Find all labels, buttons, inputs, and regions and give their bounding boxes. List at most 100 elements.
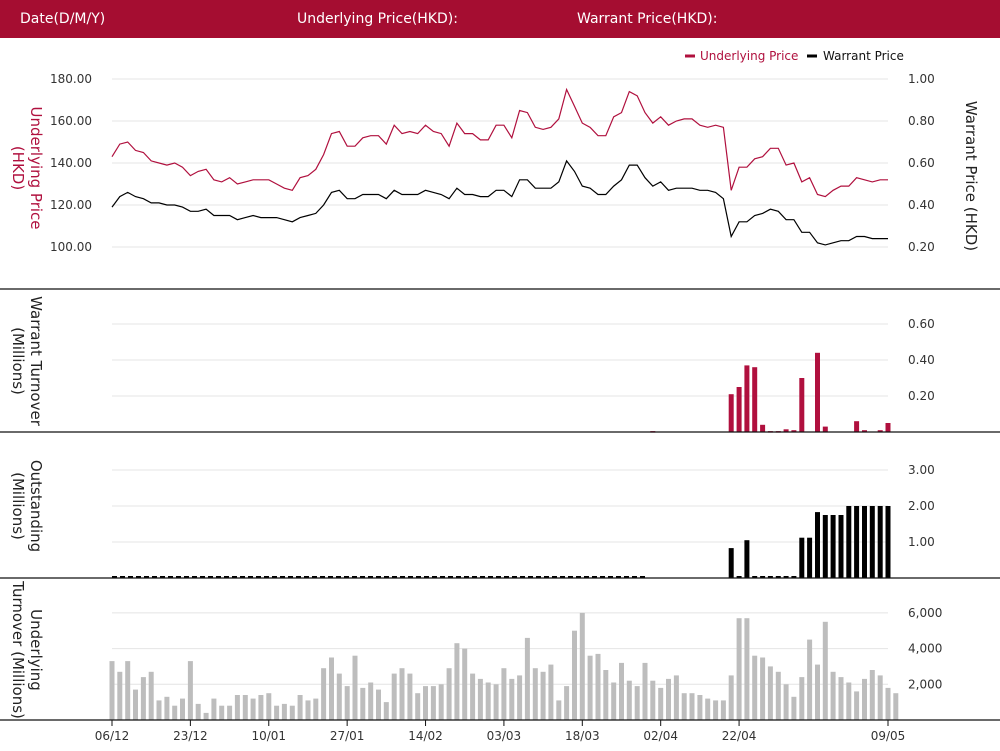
x-tick-label: 10/01 [251, 729, 286, 743]
underlying-turnover-bar [807, 639, 813, 720]
header-bar: Date(D/M/Y) Underlying Price(HKD): Warra… [0, 0, 1000, 38]
x-tick-label: 14/02 [408, 729, 443, 743]
chart-area: 100.00120.00140.00160.00180.000.200.400.… [0, 49, 1000, 743]
underlying-turnover-panel: 2,000 4,000 6,000 UnderlyingTurnover (Milli… [9, 580, 942, 720]
price-panel: 100.00 120.00 140.00 160.00 180.00 0.20 0.40 0.… [9, 72, 980, 254]
underlying-turnover-bar [180, 698, 185, 720]
x-tick-label: 22/04 [722, 729, 757, 743]
underlying-turnover-bar [415, 693, 421, 720]
outstanding-bar [744, 540, 750, 578]
y-axis-label-left-line: (HKD) [9, 146, 27, 190]
underlying-turnover-bar [305, 700, 311, 720]
underlying-turnover-bar [846, 682, 852, 720]
underlying-turnover-bar [266, 693, 272, 720]
underlying-turnover-bar [556, 700, 562, 720]
underlying-turnover-bar [869, 670, 875, 720]
y-tick-right: 3.00 [908, 463, 935, 477]
turnover-bar [783, 429, 789, 432]
x-tick-label: 23/12 [173, 729, 208, 743]
legend-warrant-label: Warrant Price [823, 49, 904, 63]
outstanding-bar [752, 576, 758, 578]
underlying-turnover-bar [258, 695, 264, 720]
y-axis-label-line: Turnover (Millions) [9, 580, 27, 719]
turnover-bar [854, 421, 860, 432]
underlying-turnover-bar [109, 661, 115, 720]
underlying-turnover-bar [211, 698, 217, 720]
y-axis-label-line: (Millions) [9, 327, 27, 395]
underlying-turnover-bar [760, 657, 766, 720]
legend: Underlying Price Warrant Price [685, 49, 904, 63]
underlying-turnover-bar [572, 630, 577, 720]
underlying-turnover-bar [281, 703, 287, 720]
underlying-turnover-bar [783, 684, 789, 720]
underlying-turnover-bar [125, 661, 131, 720]
underlying-turnover-bar [603, 670, 609, 720]
underlying-turnover-bar [430, 686, 436, 720]
outstanding-bar [885, 506, 891, 578]
underlying-turnover-bar [133, 689, 138, 720]
underlying-turnover-bar [368, 682, 374, 720]
underlying-turnover-bar [548, 664, 554, 720]
x-tick-label: 06/12 [95, 729, 130, 743]
turnover-bar [815, 352, 820, 432]
underlying-turnover-bar [376, 689, 381, 720]
underlying-turnover-bar [195, 703, 201, 720]
underlying-turnover-bar [438, 684, 444, 720]
y-tick-right: 0.40 [908, 353, 935, 367]
y-axis-label-left: Underlying Price(HKD) [9, 106, 45, 229]
underlying-turnover-bar [697, 695, 703, 720]
underlying-turnover-bar [595, 653, 601, 720]
outstanding-bar [822, 515, 828, 578]
y-tick-right: 2,000 [908, 677, 942, 691]
y-axis-label-right: Warrant Price (HKD) [962, 101, 980, 251]
underlying-turnover-bar [885, 687, 891, 720]
underlying-turnover-bar [423, 686, 428, 720]
underlying-turnover-bar [775, 671, 781, 720]
outstanding-bar [854, 506, 860, 578]
outstanding-bar [862, 506, 867, 578]
underlying-turnover-bar [587, 655, 593, 720]
underlying-turnover-bar [274, 705, 280, 720]
y-tick-left: 100.00 [50, 240, 92, 254]
underlying-turnover-bar [501, 668, 507, 720]
outstanding-bar [767, 576, 773, 578]
underlying-turnover-bar [540, 671, 546, 720]
underlying-turnover-bar [227, 705, 233, 720]
underlying-turnover-bar [407, 673, 413, 720]
turnover-bar [877, 430, 883, 432]
underlying-turnover-bar [477, 678, 483, 720]
y-axis-label-left-line: Underlying Price [27, 106, 45, 229]
warrant-price-line [111, 159, 888, 246]
underlying-turnover-bar [658, 687, 664, 720]
underlying-turnover-bar [156, 700, 162, 720]
underlying-turnover-bar [172, 705, 178, 720]
underlying-turnover-bar [799, 677, 805, 720]
underlying-turnover-bar [485, 682, 491, 720]
y-tick-right: 6,000 [908, 606, 942, 620]
underlying-turnover-bar [611, 682, 617, 720]
y-tick-right: 0.80 [908, 114, 935, 128]
date-label: Date(D/M/Y) [20, 11, 106, 27]
underlying-price-label: Underlying Price(HKD): [297, 11, 458, 27]
y-axis-label-line: Underlying [27, 609, 45, 691]
underlying-turnover-bar [164, 696, 170, 720]
turnover-bar [736, 387, 742, 432]
underlying-turnover-bar [642, 662, 648, 720]
underlying-turnover-bar [344, 686, 350, 720]
y-axis-label-line: (Millions) [9, 472, 27, 540]
underlying-turnover-bar [336, 673, 342, 720]
turnover-bar [752, 367, 758, 432]
underlying-turnover-bar [321, 668, 327, 720]
underlying-turnover-bar [383, 702, 389, 720]
y-tick-right: 0.60 [908, 317, 935, 331]
underlying-price-line [111, 87, 888, 198]
underlying-turnover-bar [767, 666, 773, 720]
y-tick-left: 140.00 [50, 156, 92, 170]
turnover-bar [728, 394, 734, 432]
legend-underlying-label: Underlying Price [700, 49, 798, 63]
underlying-turnover-bar [681, 693, 687, 720]
underlying-turnover-bar [391, 673, 397, 720]
turnover-bar [822, 426, 828, 432]
underlying-turnover-bar [744, 618, 750, 720]
underlying-turnover-bar [666, 678, 671, 720]
